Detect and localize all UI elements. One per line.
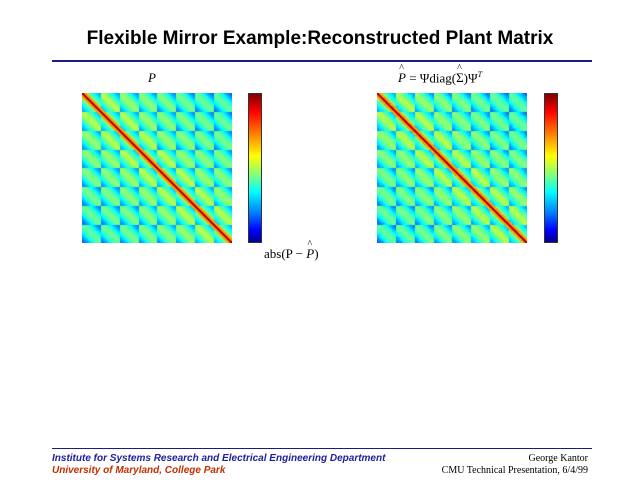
footer-author: George Kantor [528, 453, 588, 464]
right-label-phat: P [398, 63, 406, 86]
left-panel-label: P [148, 70, 156, 85]
footer-university: University of Maryland, College Park [52, 465, 226, 476]
heatmap-p [82, 93, 232, 243]
difference-label: abs(P − P) [264, 239, 319, 262]
right-label-eq: = Ψdiag( [405, 70, 457, 86]
difference-label-pre: abs(P − [264, 246, 307, 261]
title-rule [52, 60, 592, 62]
colorbar-right [544, 93, 558, 243]
difference-label-post: ) [314, 246, 319, 261]
right-label-sigma: Σ [456, 63, 464, 86]
difference-label-phat: P [306, 239, 314, 262]
right-label-sup: T [477, 70, 483, 79]
slide-title: Flexible Mirror Example:Reconstructed Pl… [86, 28, 554, 49]
footer-institute: Institute for Systems Research and Elect… [52, 453, 386, 464]
footer-presentation: CMU Technical Presentation, 6/4/99 [441, 465, 588, 476]
heatmap-p-hat [377, 93, 527, 243]
colorbar-left [248, 93, 262, 243]
right-panel-label: P = Ψdiag(Σ)ΨT [398, 63, 483, 86]
footer-rule [52, 448, 592, 449]
right-label-end: )Ψ [463, 70, 478, 86]
